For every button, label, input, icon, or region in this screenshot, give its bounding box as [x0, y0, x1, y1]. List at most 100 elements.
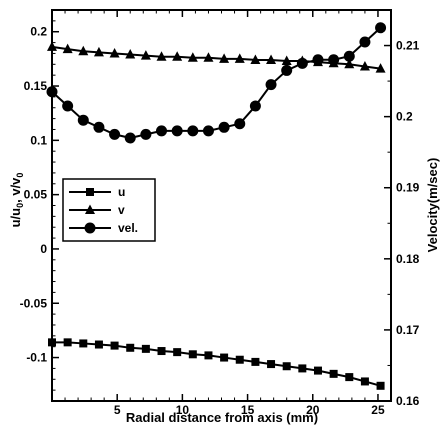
data-point — [345, 373, 354, 382]
series-line — [52, 341, 381, 387]
data-point — [266, 54, 277, 64]
data-point — [187, 52, 198, 62]
data-point — [234, 118, 246, 130]
data-point — [125, 49, 136, 59]
y-right-tick-label: 0.17 — [396, 323, 420, 337]
data-point — [328, 54, 340, 66]
data-point — [359, 36, 371, 48]
data-point — [109, 128, 121, 140]
data-point — [281, 64, 293, 76]
data-point — [156, 51, 167, 61]
data-point — [375, 63, 386, 73]
x-tick-label: 5 — [114, 403, 121, 417]
data-point — [251, 357, 260, 366]
y-left-tick-label: 0.1 — [30, 133, 47, 147]
y-left-tick-label: -0.1 — [26, 351, 47, 365]
data-point — [156, 125, 168, 137]
ticks: 5 10 15 20 25 -0.1 -0.05 0 0.05 0.1 0.15 0.2 0.16 0.1… — [20, 9, 420, 417]
data-point — [281, 55, 292, 66]
data-point — [249, 100, 261, 112]
data-point — [188, 350, 197, 359]
data-point — [141, 344, 150, 353]
legend-marker — [85, 204, 95, 214]
legend-marker — [84, 222, 96, 234]
data-point — [235, 355, 244, 364]
data-point — [79, 339, 88, 348]
data-point — [47, 41, 57, 51]
data-point — [124, 132, 136, 144]
data-point — [360, 377, 369, 386]
data-point — [48, 338, 56, 347]
data-point — [265, 79, 277, 91]
data-point — [157, 347, 166, 356]
y-axis-right-title: Velocity(m/sec) — [425, 158, 440, 253]
y-left-tick-label: 0 — [40, 242, 47, 256]
data-point — [313, 366, 322, 375]
y-axis-left-title-sep: , v/v — [8, 177, 23, 203]
data-point — [267, 360, 276, 369]
x-axis-title: Radial distance from axis (mm) — [126, 410, 318, 425]
data-point — [187, 125, 199, 137]
data-point — [218, 121, 230, 133]
data-point — [312, 54, 324, 66]
y-right-tick-label: 0.16 — [396, 394, 420, 408]
data-point — [202, 125, 214, 137]
series-line — [51, 45, 381, 70]
legend-label: v — [118, 203, 125, 217]
data-point — [171, 125, 183, 137]
data-point — [282, 362, 291, 371]
data-point — [343, 50, 355, 62]
data-point — [62, 100, 74, 112]
data-point — [63, 338, 72, 347]
y-right-tick-label: 0.21 — [396, 39, 420, 53]
y-axis-left-title-main: u/u — [8, 208, 23, 228]
data-point — [234, 53, 245, 63]
legend-label: vel. — [118, 221, 138, 235]
data-point — [344, 58, 355, 69]
y-right-tick-label: 0.19 — [396, 181, 420, 195]
data-point — [109, 47, 120, 58]
y-axis-left-title-sub: 0 — [15, 203, 25, 208]
data-point — [140, 128, 152, 140]
data-point — [220, 353, 229, 362]
data-point — [298, 364, 307, 373]
y-left-tick-label: 0.15 — [24, 79, 48, 93]
data-point — [329, 369, 338, 378]
legend: uv vel. — [62, 178, 156, 242]
data-point — [204, 351, 213, 360]
data-point — [93, 46, 104, 57]
series-line — [51, 27, 382, 139]
series-layer — [46, 22, 387, 390]
x-tick-label: 15 — [241, 403, 255, 417]
series-vel — [46, 22, 387, 144]
legend-marker — [86, 188, 94, 196]
y-right-tick-label: 0.18 — [396, 252, 420, 266]
series-u — [48, 338, 385, 390]
data-point — [173, 348, 182, 357]
y-left-tick-label: 0.05 — [24, 188, 48, 202]
data-point — [94, 340, 103, 349]
series-v — [47, 41, 386, 73]
data-point — [110, 341, 119, 350]
data-point — [77, 114, 89, 126]
data-point — [219, 53, 230, 63]
data-point — [126, 343, 135, 352]
y-axis-left-title-sub2: 0 — [15, 173, 25, 178]
y-right-tick-label: 0.2 — [396, 110, 413, 124]
data-point — [140, 50, 151, 60]
data-point — [62, 43, 73, 54]
x-tick-label: 10 — [176, 403, 190, 417]
data-point — [46, 86, 58, 98]
legend-label: u — [118, 185, 125, 199]
data-point — [376, 381, 385, 390]
data-point — [78, 45, 89, 56]
y-left-tick-label: 0.2 — [30, 25, 47, 39]
data-point — [93, 121, 105, 133]
y-axis-left-title: u/u0, v/v0 — [8, 173, 25, 228]
x-tick-label: 20 — [306, 403, 320, 417]
data-point — [296, 57, 308, 69]
data-point — [203, 52, 214, 62]
data-point — [375, 22, 387, 34]
data-point — [359, 60, 370, 71]
